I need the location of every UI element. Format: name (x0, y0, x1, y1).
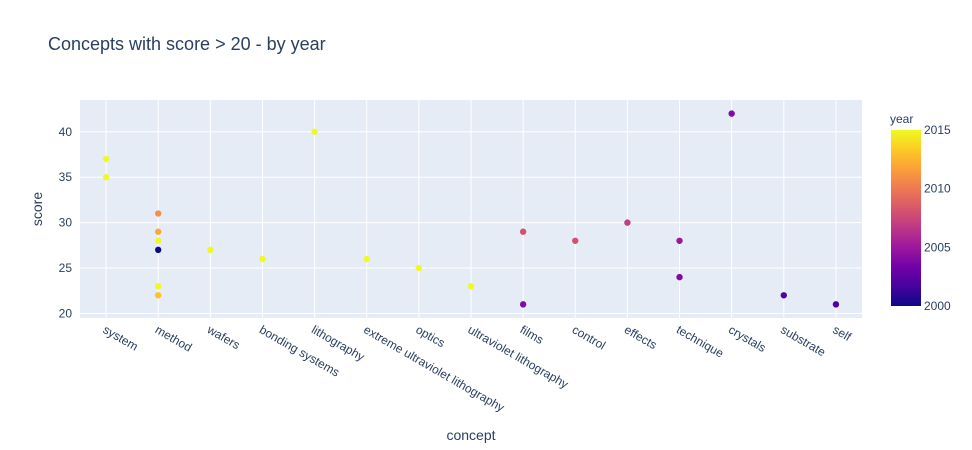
data-point[interactable] (519, 228, 527, 235)
data-point[interactable] (780, 292, 787, 299)
data-point[interactable] (155, 237, 162, 244)
x-tick-label: self (830, 322, 854, 344)
data-point[interactable] (467, 283, 475, 290)
data-point[interactable] (102, 174, 110, 181)
data-point[interactable] (832, 301, 840, 308)
x-tick-label: method (153, 322, 195, 354)
data-point[interactable] (624, 219, 631, 226)
colorbar-tick-label: 2005 (924, 240, 951, 254)
colorbar-tick-label: 2010 (924, 182, 951, 196)
data-points (102, 110, 840, 308)
x-axis-ticks: system method wafers bonding systemslithogr… (101, 322, 855, 415)
data-point[interactable] (102, 155, 110, 163)
data-point[interactable] (155, 210, 162, 217)
x-tick-label: effects (622, 322, 659, 352)
data-point[interactable] (155, 228, 162, 235)
colorbar: year 2000 2005 2010 2015 (890, 112, 951, 313)
x-tick-label: control (570, 322, 608, 352)
colorbar-tick-label: 2015 (924, 123, 951, 137)
y-tick-label: 25 (59, 261, 73, 275)
colorbar-tick-label: 2000 (924, 299, 951, 313)
y-tick-label: 20 (59, 306, 73, 320)
x-tick-label: crystals (726, 322, 768, 354)
data-point[interactable] (155, 246, 162, 254)
data-point[interactable] (155, 283, 162, 290)
data-point[interactable] (519, 301, 527, 308)
grid-lines (80, 100, 862, 318)
x-tick-label: system (101, 322, 141, 353)
chart-title: Concepts with score > 20 - by year (48, 34, 326, 54)
data-point[interactable] (676, 237, 683, 244)
data-point[interactable] (572, 237, 579, 244)
y-tick-label: 40 (59, 125, 73, 139)
colorbar-ticks: 2000 2005 2010 2015 (924, 123, 951, 313)
y-axis-title: score (29, 192, 45, 226)
x-tick-label: wafers (204, 322, 242, 352)
y-tick-label: 35 (59, 170, 73, 184)
data-point[interactable] (259, 255, 266, 263)
x-tick-label: substrate (778, 322, 828, 359)
x-axis-title: concept (446, 427, 495, 443)
data-point[interactable] (728, 110, 735, 117)
x-tick-label: technique (674, 322, 726, 360)
x-tick-label: optics (413, 322, 447, 350)
y-axis-ticks: 20 25 30 35 40 (59, 125, 73, 321)
y-tick-label: 30 (59, 216, 73, 230)
x-tick-label: films (518, 322, 546, 346)
data-point[interactable] (363, 255, 370, 263)
data-point[interactable] (415, 264, 423, 272)
colorbar-title: year (890, 112, 913, 126)
colorbar-gradient (891, 130, 921, 306)
data-point[interactable] (207, 246, 214, 254)
data-point[interactable] (676, 273, 683, 281)
data-point[interactable] (155, 292, 162, 299)
data-point[interactable] (311, 128, 318, 135)
